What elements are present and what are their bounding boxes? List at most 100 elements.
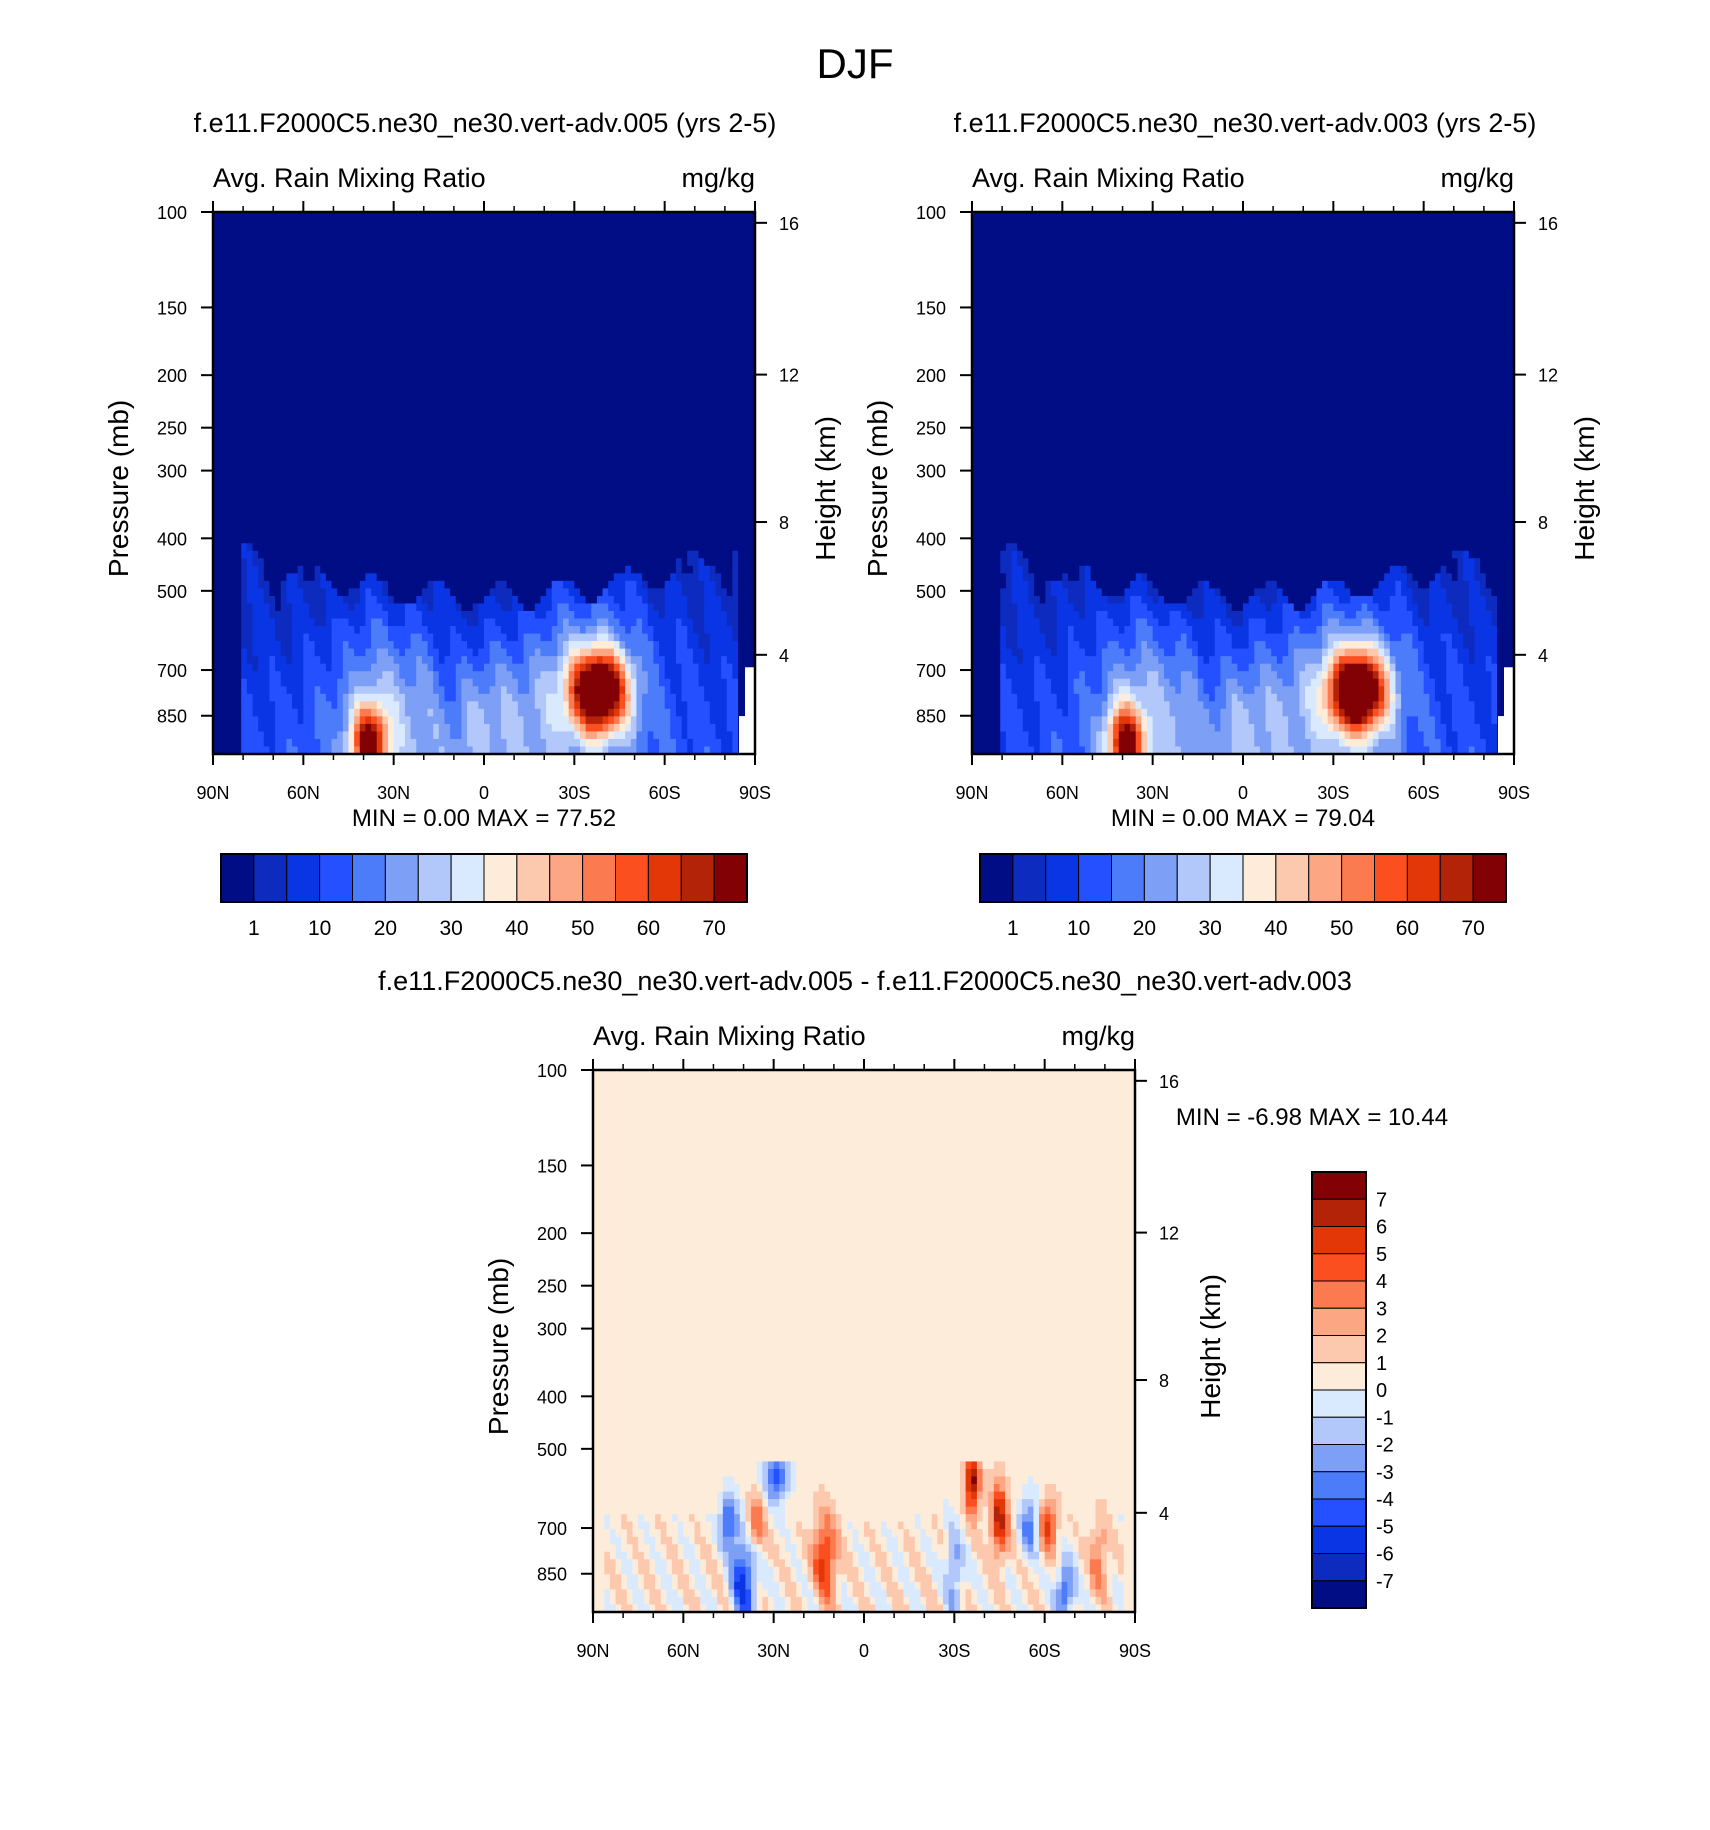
heatmap-cell	[393, 528, 400, 537]
heatmap-cell	[585, 460, 592, 469]
heatmap-cell	[371, 370, 378, 379]
heatmap-cell	[416, 422, 423, 431]
heatmap-cell	[348, 513, 355, 522]
heatmap-cell	[235, 723, 242, 733]
heatmap-cell	[512, 437, 519, 446]
heatmap-cell	[308, 513, 316, 522]
heatmap-cell	[241, 234, 248, 243]
heatmap-cell	[591, 377, 598, 386]
heatmap-cell	[568, 385, 575, 394]
heatmap-cell	[433, 558, 440, 567]
heatmap-cell	[269, 558, 276, 567]
heatmap-cell	[540, 746, 547, 755]
heatmap-cell	[325, 663, 333, 672]
heatmap-cell	[574, 355, 581, 364]
heatmap-cell	[585, 347, 592, 356]
heatmap-cell	[218, 708, 225, 717]
heatmap-cell	[213, 528, 220, 537]
heatmap-cell	[416, 498, 423, 507]
heatmap-cell	[308, 234, 316, 243]
heatmap-cell	[517, 686, 525, 695]
heatmap-cell	[342, 234, 350, 243]
heatmap-cell	[523, 279, 530, 288]
heatmap-cell	[500, 249, 508, 258]
heatmap-cell	[292, 355, 299, 364]
heatmap-cell	[529, 279, 536, 288]
page-title: DJF	[817, 40, 894, 87]
heatmap-cell	[376, 738, 383, 748]
heatmap-cell	[455, 626, 463, 635]
heatmap-cell	[297, 370, 304, 379]
heatmap-cell	[484, 415, 491, 424]
heatmap-cell	[229, 648, 237, 657]
heatmap-cell	[354, 746, 361, 755]
heatmap-cell	[246, 324, 254, 334]
heatmap-cell	[495, 362, 502, 371]
heatmap-cell	[410, 565, 417, 574]
heatmap-cell	[404, 309, 412, 318]
heatmap-cell	[258, 294, 265, 303]
heatmap-cell	[512, 392, 519, 401]
heatmap-cell	[410, 490, 417, 499]
heatmap-cell	[455, 279, 463, 288]
heatmap-cell	[534, 686, 542, 695]
heatmap-cell	[517, 618, 525, 627]
heatmap-cell	[388, 528, 395, 537]
heatmap-cell	[467, 565, 474, 574]
heatmap-cell	[320, 483, 327, 492]
heatmap-cell	[574, 535, 581, 544]
heatmap-cell	[540, 392, 547, 401]
heatmap-cell	[585, 212, 592, 221]
heatmap-cell	[568, 641, 575, 650]
heatmap-cell	[297, 445, 304, 454]
heatmap-cell	[517, 716, 525, 725]
heatmap-cell	[602, 234, 609, 243]
heatmap-cell	[438, 324, 446, 334]
heatmap-cell	[438, 234, 446, 243]
heatmap-cell	[331, 550, 338, 559]
heatmap-cell	[286, 249, 293, 258]
heatmap-cell	[229, 641, 237, 650]
heatmap-cell	[308, 362, 316, 371]
heatmap-cell	[235, 528, 242, 537]
heatmap-cell	[252, 279, 259, 288]
heatmap-cell	[365, 505, 372, 514]
heatmap-cell	[399, 505, 406, 514]
heatmap-cell	[529, 309, 536, 318]
heatmap-cell	[382, 249, 389, 258]
heatmap-cell	[563, 693, 570, 702]
heatmap-cell	[455, 415, 463, 424]
heatmap-cell	[246, 377, 254, 386]
heatmap-cell	[269, 437, 276, 446]
heatmap-cell	[410, 377, 417, 386]
heatmap-cell	[455, 505, 463, 514]
heatmap-cell	[252, 422, 259, 431]
heatmap-cell	[303, 648, 310, 657]
heatmap-cell	[258, 460, 265, 469]
heatmap-cell	[371, 415, 378, 424]
heatmap-cell	[534, 618, 542, 627]
heatmap-cell	[320, 716, 327, 725]
heatmap-cell	[574, 693, 581, 702]
heatmap-cell	[557, 505, 564, 514]
heatmap-cell	[280, 505, 287, 514]
heatmap-cell	[224, 264, 231, 273]
heatmap-cell	[563, 535, 570, 544]
heatmap-cell	[246, 309, 254, 318]
heatmap-cell	[252, 483, 259, 492]
heatmap-cell	[427, 723, 434, 733]
heatmap-cell	[275, 377, 282, 386]
heatmap-cell	[433, 678, 440, 687]
heatmap-cell	[585, 633, 592, 642]
heatmap-cell	[382, 324, 389, 334]
heatmap-cell	[331, 317, 338, 326]
heatmap-cell	[359, 671, 367, 680]
heatmap-cell	[563, 505, 570, 514]
heatmap-cell	[410, 392, 417, 401]
heatmap-cell	[421, 490, 429, 499]
heatmap-cell	[241, 513, 248, 522]
heatmap-cell	[438, 656, 446, 665]
heatmap-cell	[455, 324, 463, 334]
heatmap-cell	[263, 558, 271, 567]
heatmap-cell	[568, 543, 575, 552]
